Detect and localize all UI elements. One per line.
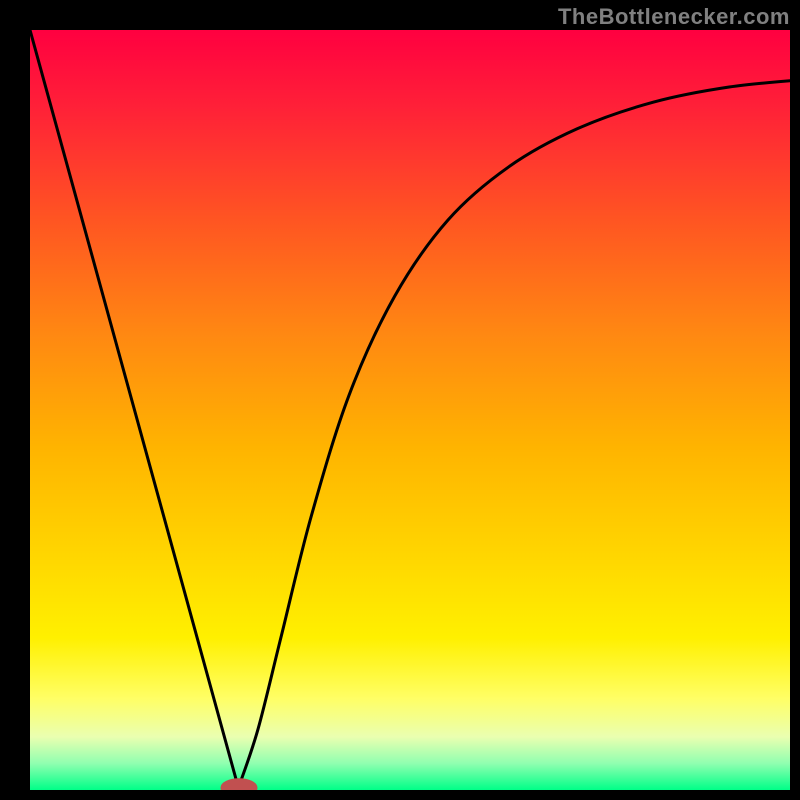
bottleneck-chart: [30, 30, 790, 790]
watermark-text: TheBottlenecker.com: [558, 4, 790, 30]
chart-background: [30, 30, 790, 790]
chart-container: TheBottlenecker.com: [0, 0, 800, 800]
